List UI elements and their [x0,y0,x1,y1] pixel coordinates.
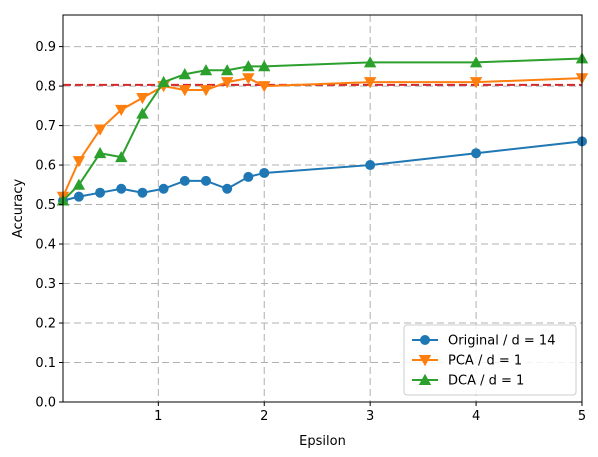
data-point-dca [220,64,234,76]
data-point-original [179,175,190,186]
legend-box [403,324,577,396]
y-tick-label: 0.6 [35,159,56,174]
y-axis-ticks: 0.0 0.1 0.2 0.3 0.4 0.5 0.6 0.7 0.8 0.9 [35,40,63,411]
x-axis-ticks: 1 2 3 4 5 [154,402,586,424]
series-original [58,136,587,206]
data-point-dca [93,147,107,159]
x-tick-label: 4 [472,409,480,424]
series-dca [56,52,589,206]
data-point-original [222,183,233,194]
data-point-dca [72,178,86,190]
legend-item-original: Original / d = 14 [412,334,555,349]
data-point-dca [178,68,192,80]
y-tick-label: 0.7 [35,119,56,134]
y-tick-label: 0.3 [35,277,56,292]
series-lines [56,52,589,206]
legend-item-dca: DCA / d = 1 [412,374,524,389]
x-tick-label: 5 [578,409,586,424]
data-point-dca [157,75,170,88]
x-tick-label: 3 [366,409,374,424]
data-point-original [137,187,148,198]
y-tick-label: 0.2 [35,317,56,332]
plot-frame [62,14,583,403]
x-axis-label: Epsilon [299,434,346,449]
data-point-pca [363,77,377,89]
legend: Original / d = 14 PCA / d = 1 DCA / d = 1 [403,324,577,396]
data-point-pca [72,156,86,168]
data-point-original [259,167,270,178]
data-point-pca [469,77,483,89]
y-tick-label: 0.4 [35,238,56,253]
data-point-original [95,187,106,198]
y-tick-label: 0.8 [35,80,56,95]
data-point-pca [178,85,192,97]
data-point-dca [199,64,213,76]
y-axis-label: Accuracy [11,179,26,239]
legend-item-pca: PCA / d = 1 [412,354,522,369]
y-tick-label: 0.0 [35,396,56,411]
x-tick-label: 1 [154,409,162,424]
legend-label: PCA / d = 1 [448,354,522,369]
data-point-pca [93,124,107,136]
x-tick-label: 2 [260,409,268,424]
legend-swatch-marker [418,355,432,367]
data-point-original [158,183,169,194]
data-point-pca [220,77,234,89]
data-point-dca [469,56,483,68]
data-point-original [471,148,482,159]
legend-label: DCA / d = 1 [448,374,524,389]
data-point-pca [242,73,255,85]
data-point-pca [136,92,149,105]
data-point-pca [115,104,128,116]
legend-swatch-marker [418,373,432,385]
y-tick-label: 0.5 [35,198,56,213]
data-point-dca [258,60,271,72]
data-point-dca [136,107,149,119]
legend-swatch-marker [420,335,430,345]
data-point-original [116,183,127,194]
data-point-dca [363,56,377,68]
data-point-pca [199,85,213,97]
legend-label: Original / d = 14 [448,334,555,349]
data-point-original [73,191,84,202]
y-tick-label: 0.9 [35,40,56,55]
data-point-dca [242,60,255,72]
y-tick-label: 0.1 [35,356,56,371]
data-point-original [243,171,254,182]
data-point-dca [115,150,128,163]
data-point-pca [258,81,271,93]
data-point-original [365,160,376,171]
data-point-original [200,175,211,186]
